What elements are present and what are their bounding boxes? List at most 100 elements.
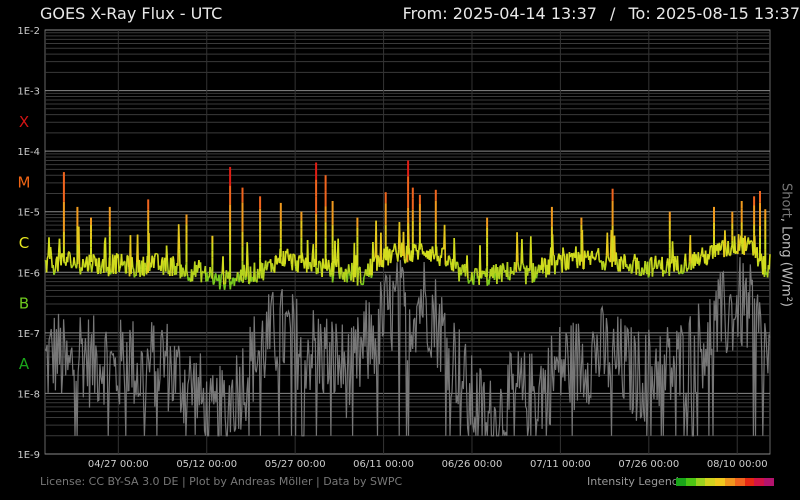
long-series-segment xyxy=(480,277,483,280)
long-series-segment xyxy=(122,261,125,266)
long-series-segment xyxy=(662,269,666,273)
long-series-segment xyxy=(430,251,433,262)
long-series-segment xyxy=(93,255,96,259)
long-series-segment xyxy=(719,249,722,252)
x-tick-label: 05/27 00:00 xyxy=(265,459,326,470)
long-series-segment xyxy=(469,279,472,282)
long-series-segment xyxy=(596,251,599,254)
long-series-segment xyxy=(556,257,559,266)
long-series-segment xyxy=(319,261,321,263)
long-series-segment xyxy=(440,247,443,258)
long-series-segment xyxy=(347,264,351,273)
long-series-segment xyxy=(69,254,72,264)
long-series-segment xyxy=(402,231,406,259)
legend-swatch xyxy=(754,478,765,486)
long-series-segment xyxy=(302,258,305,263)
long-series-segment xyxy=(472,273,476,285)
legend-swatch xyxy=(734,478,745,486)
long-series-segment xyxy=(100,262,103,269)
long-series-segment xyxy=(628,264,631,272)
long-series-segment xyxy=(604,255,608,266)
long-series-segment xyxy=(291,253,294,271)
long-series-segment xyxy=(738,243,741,251)
x-axis-ticks: 04/27 00:00 05/12 00:00 05/27 00:00 06/11 0… xyxy=(88,459,768,470)
long-series-segment xyxy=(597,248,600,261)
long-series-segment xyxy=(303,260,306,269)
long-series-segment xyxy=(286,248,290,258)
long-series-segment xyxy=(263,266,266,272)
long-series-segment xyxy=(364,269,368,272)
long-series-segment xyxy=(595,252,598,258)
long-series-segment xyxy=(244,276,248,281)
long-series-segment xyxy=(535,274,538,279)
long-series-segment xyxy=(728,253,731,256)
y-axis-ticks: 1E-2 1E-3 1E-4 1E-5 1E-6 1E-7 1E-8 1E-9 xyxy=(17,26,40,461)
long-series-segment xyxy=(54,258,58,269)
long-series-segment xyxy=(335,258,339,267)
y-tick-label: 1E-7 xyxy=(17,329,40,340)
long-series-segment xyxy=(372,241,375,262)
x-tick-label: 08/10 00:00 xyxy=(707,459,768,470)
long-series-segment xyxy=(265,267,269,271)
long-series-segment xyxy=(724,230,727,248)
flare-class-labels: X M C B A xyxy=(18,113,31,373)
long-series-segment xyxy=(376,254,380,258)
long-series-segment xyxy=(253,262,257,282)
long-series-segment xyxy=(585,255,588,258)
long-series-segment xyxy=(84,266,86,269)
long-series-segment xyxy=(58,238,62,260)
long-series-segment xyxy=(99,268,103,274)
long-series-segment xyxy=(248,282,251,285)
long-series-segment xyxy=(459,267,462,276)
long-series-segment xyxy=(89,263,92,267)
long-series-segment xyxy=(332,262,335,277)
long-series-segment xyxy=(117,254,120,273)
long-series-segment xyxy=(219,283,222,290)
long-series-segment xyxy=(408,247,411,261)
x-tick-label: 04/27 00:00 xyxy=(88,459,149,470)
long-series-segment xyxy=(644,260,647,268)
long-series-segment xyxy=(340,267,344,278)
long-series-segment xyxy=(632,259,635,262)
long-series-segment xyxy=(328,267,331,277)
long-series-segment xyxy=(600,259,603,263)
long-series-segment xyxy=(708,254,711,260)
date-range: From: 2025-04-14 13:37 / To: 2025-08-15 … xyxy=(403,4,800,23)
long-series-segment xyxy=(82,258,85,264)
long-series-segment xyxy=(45,258,49,273)
long-series-segment xyxy=(70,265,74,269)
long-series-segment xyxy=(581,229,584,270)
long-series-segment xyxy=(517,267,521,271)
long-series-segment xyxy=(78,226,81,269)
legend-swatch xyxy=(676,478,686,486)
long-series-segment xyxy=(378,264,381,268)
long-series-segment xyxy=(156,253,159,256)
long-series-segment xyxy=(431,246,435,254)
long-series-segment xyxy=(271,263,274,267)
long-series-segment xyxy=(132,267,135,270)
long-series-segment xyxy=(283,263,286,267)
long-series-segment xyxy=(664,271,667,274)
legend-swatch xyxy=(695,478,706,486)
long-series-segment xyxy=(222,256,225,285)
long-series-segment xyxy=(393,243,397,246)
long-series-segment xyxy=(389,257,393,264)
long-series-segment xyxy=(124,261,127,274)
long-series-segment xyxy=(153,257,156,269)
long-series-segment xyxy=(718,242,721,251)
long-series-segment xyxy=(653,261,656,269)
long-series-segment xyxy=(126,254,129,257)
long-series-segment xyxy=(548,258,551,275)
y-tick-label: 1E-4 xyxy=(17,147,40,158)
long-series-segment xyxy=(66,252,70,263)
long-series xyxy=(44,160,771,290)
long-series-segment xyxy=(411,255,414,263)
long-series-segment xyxy=(443,224,447,265)
long-series-segment xyxy=(745,248,748,252)
long-series-segment xyxy=(157,267,161,271)
short-series xyxy=(44,257,771,437)
long-series-segment xyxy=(533,279,536,283)
long-series-segment xyxy=(536,268,539,275)
long-series-segment xyxy=(479,245,482,279)
long-series-segment xyxy=(751,241,754,256)
